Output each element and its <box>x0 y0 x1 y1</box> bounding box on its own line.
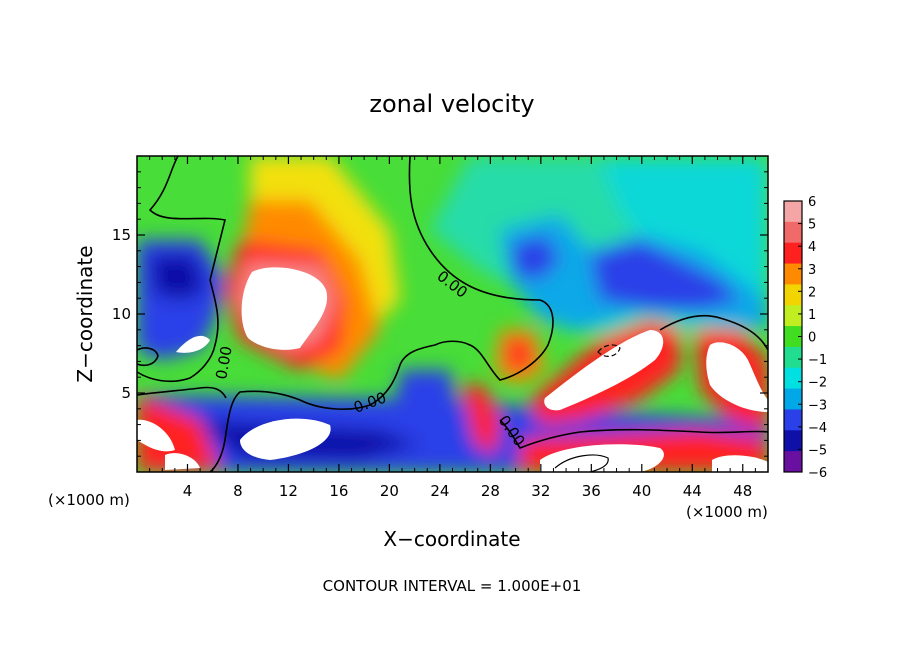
white-core-diagonal <box>544 330 664 411</box>
field-blob-blue-center <box>395 370 460 430</box>
field-blob-red-left-bottom <box>137 395 220 472</box>
x-unit-right: (×1000 m) <box>686 503 768 521</box>
colorbar-swatch <box>784 201 802 223</box>
colorbar-swatch <box>784 242 802 265</box>
x-tick-label: 12 <box>279 482 298 500</box>
x-tick-label: 40 <box>632 482 651 500</box>
contour-zero-right <box>499 419 768 449</box>
x-tick-label: 48 <box>733 482 752 500</box>
x-tick-label: 8 <box>233 482 243 500</box>
colorbar-swatch <box>784 326 802 348</box>
field-blob-red-plume <box>462 385 500 455</box>
colorbar-swatch <box>784 388 802 410</box>
colorbar-swatch <box>784 284 802 306</box>
x-tick-label: 32 <box>531 482 550 500</box>
colorbar-tick-label: −4 <box>808 421 827 436</box>
white-core-left-blue <box>176 335 210 353</box>
chart-title: zonal velocity <box>369 90 534 118</box>
colorbar-tick-label: 2 <box>808 285 816 300</box>
colorbar-tick-label: −3 <box>808 398 827 413</box>
colorbar-swatch <box>784 346 802 369</box>
x-tick-label: 4 <box>183 482 193 500</box>
colorbar-swatch <box>784 305 802 327</box>
contour-zero-small-left <box>137 347 159 367</box>
colorbar-swatch <box>784 221 802 244</box>
contour-interval-footer: CONTOUR INTERVAL = 1.000E+01 <box>323 577 582 595</box>
x-axis-label: X−coordinate <box>383 527 520 551</box>
colorbar-tick-label: −5 <box>808 443 827 458</box>
contour-zero-left <box>137 156 226 383</box>
field-blob-darkblue-left <box>150 255 205 300</box>
contour-zero-middle <box>209 156 554 472</box>
saturated-cores <box>137 267 768 472</box>
colorbar-tick-label: 0 <box>808 331 816 346</box>
colorbar-tick-label: 6 <box>808 195 816 210</box>
field-blob-red-mid <box>505 340 532 372</box>
x-tick-label: 24 <box>430 482 449 500</box>
x-tick-label: 36 <box>582 482 601 500</box>
x-unit-left: (×1000 m) <box>48 491 130 509</box>
white-core-bottom-far-right <box>712 455 768 472</box>
y-tick-label: 15 <box>112 226 131 244</box>
x-tick-label: 16 <box>329 482 348 500</box>
contour-zero-far-right <box>659 314 768 351</box>
x-tick-label: 28 <box>481 482 500 500</box>
field-blob-blue-right <box>590 240 740 310</box>
x-tick-label: 20 <box>380 482 399 500</box>
colorbar-tick-label: −1 <box>808 353 827 368</box>
white-core-bottom-left <box>137 419 175 452</box>
y-tick-label: 5 <box>121 384 131 402</box>
colorbar-tick-label: −6 <box>808 466 827 481</box>
colorbar-swatch <box>784 409 802 431</box>
contour-lines <box>137 156 768 472</box>
white-core-bottom-right <box>540 444 664 472</box>
colorbar-tick-label: −2 <box>808 376 827 391</box>
plot-area: 0.00 0.00 0.00 0.00 <box>137 156 768 472</box>
field-blob-blue-right-2 <box>510 235 560 280</box>
y-tick-label: 10 <box>112 305 131 323</box>
y-axis-label: Z−coordinate <box>73 245 97 382</box>
contour-zero-lower <box>137 386 227 399</box>
colorbar-tick-label: 3 <box>808 263 816 278</box>
colorbar-swatch <box>784 430 802 452</box>
colorbar-swatch <box>784 367 802 390</box>
colorbar-tick-label: 5 <box>808 218 816 233</box>
field-blob-cyan-2 <box>600 160 768 300</box>
white-core-upper-left <box>241 267 328 350</box>
colorbar-swatch <box>784 451 802 473</box>
x-tick-label: 44 <box>683 482 702 500</box>
white-core-bottom-mid-2 <box>165 453 200 470</box>
x-axis: 4 8 12 16 20 24 28 32 36 40 44 48 <box>149 156 756 500</box>
colorbar: 6 5 4 3 2 1 0 −1 −2 −3 −4 −5 −6 <box>783 195 827 481</box>
colorbar-tick-label: 4 <box>808 240 816 255</box>
contour-positive-bottom <box>554 454 609 472</box>
white-core-bottom-mid <box>240 418 331 460</box>
colorbar-tick-label: 1 <box>808 308 816 323</box>
contour-label: 0.00 <box>212 345 236 381</box>
contour-negative-dashed <box>597 344 621 357</box>
white-core-right <box>706 342 768 412</box>
colorbar-swatch <box>784 263 802 285</box>
y-axis: 5 10 15 <box>112 171 768 457</box>
